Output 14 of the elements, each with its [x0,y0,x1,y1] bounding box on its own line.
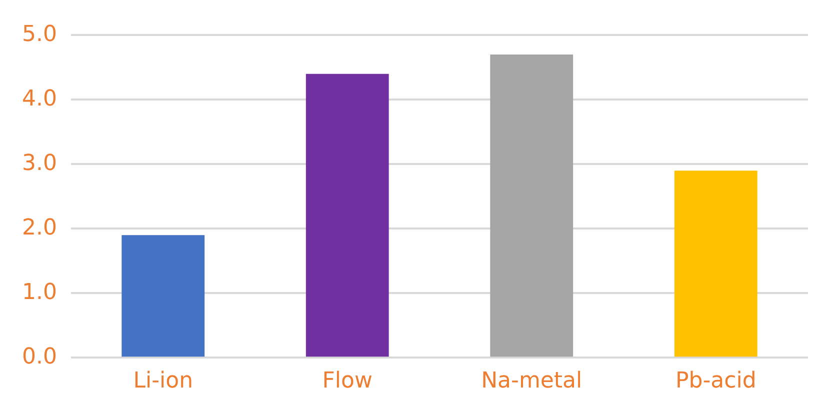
y-tick-label: 4.0 [22,86,57,112]
y-tick-label: 0.0 [22,344,57,370]
x-tick-label: Flow [322,368,372,394]
bar [674,170,758,357]
bar [490,54,574,357]
x-tick-label: Pb-acid [675,368,756,394]
y-tick-label: 3.0 [22,150,57,176]
y-tick-label: 5.0 [22,22,57,47]
bar [306,74,389,357]
y-tick-label: 1.0 [22,280,57,305]
x-tick-label: Li-ion [133,368,194,394]
bar [122,235,205,357]
y-tick-label: 2.0 [22,215,57,240]
x-tick-label: Na-metal [481,368,582,394]
